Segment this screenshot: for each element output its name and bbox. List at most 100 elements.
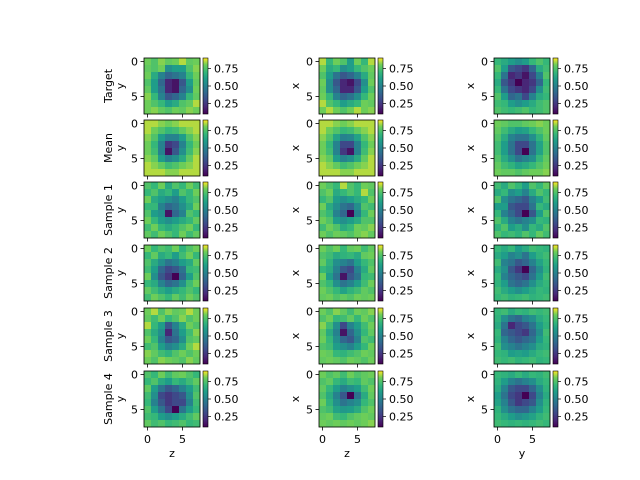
heatmap-cell	[501, 182, 509, 190]
heatmap-cell	[158, 224, 166, 232]
colorbar-tick-label: 0.25	[389, 348, 414, 361]
heatmap-cell	[333, 266, 341, 274]
heatmap-cell	[172, 203, 180, 211]
y-axis-label: y	[114, 395, 127, 402]
heatmap-cell	[326, 378, 334, 386]
heatmap-cell	[172, 245, 180, 253]
colorbar-tick-label: 0.25	[214, 348, 239, 361]
y-tick-label: 0	[481, 180, 488, 193]
heatmap-cell	[522, 72, 530, 80]
y-axis-label: x	[289, 144, 302, 151]
heatmap-cell	[186, 93, 194, 101]
heatmap-cell	[368, 350, 376, 358]
heatmap-cell	[515, 169, 523, 177]
heatmap-cell	[347, 120, 355, 128]
heatmap-cell	[340, 203, 348, 211]
y-tick-label: 5	[131, 215, 138, 228]
heatmap-cell	[144, 169, 152, 177]
heatmap-cell	[165, 93, 173, 101]
heatmap-cell	[494, 189, 502, 197]
heatmap-cell	[543, 280, 551, 288]
heatmap-cell	[193, 155, 201, 163]
heatmap-cell	[319, 231, 327, 239]
heatmap-cell	[529, 65, 537, 73]
heatmap-cell	[326, 385, 334, 393]
colorbar-tick-label: 0.50	[389, 80, 414, 93]
heatmap-cell	[361, 203, 369, 211]
heatmap-cell	[368, 100, 376, 108]
colorbar-tick-label: 0.50	[564, 330, 589, 343]
heatmap-cell	[158, 79, 166, 87]
heatmap-cell	[158, 336, 166, 344]
heatmap-cell	[186, 127, 194, 135]
heatmap-cell	[536, 141, 544, 149]
heatmap-cell	[361, 86, 369, 94]
heatmap-cell	[333, 245, 341, 253]
heatmap-cell	[501, 315, 509, 323]
heatmap-cell	[361, 329, 369, 337]
heatmap-cell	[529, 294, 537, 302]
heatmap-cell	[165, 413, 173, 421]
heatmap-cell	[340, 217, 348, 225]
heatmap-cell	[319, 322, 327, 330]
heatmap-cell	[368, 210, 376, 218]
heatmap-cell	[326, 392, 334, 400]
heatmap-cell	[158, 196, 166, 204]
heatmap-cell	[172, 196, 180, 204]
heatmap-cell	[165, 203, 173, 211]
x-axis-label: y	[519, 447, 526, 460]
heatmap-cell	[508, 343, 516, 351]
colorbar-tick-label: 0.50	[389, 267, 414, 280]
heatmap-cell	[319, 169, 327, 177]
heatmap-cell	[368, 169, 376, 177]
heatmap-cell	[354, 357, 362, 365]
heatmap-cell	[508, 413, 516, 421]
heatmap-cell	[172, 420, 180, 428]
heatmap-cell	[340, 392, 348, 400]
heatmap-cell	[165, 385, 173, 393]
heatmap-cell	[368, 357, 376, 365]
heatmap-cell	[543, 308, 551, 316]
heatmap-cell	[165, 420, 173, 428]
heatmap-cell	[522, 189, 530, 197]
colorbar	[202, 57, 209, 115]
heatmap-cell	[368, 72, 376, 80]
heatmap-cell	[347, 134, 355, 142]
heatmap-cell	[368, 420, 376, 428]
heatmap-cell	[354, 266, 362, 274]
heatmap-cell	[536, 65, 544, 73]
heatmap-cell	[543, 72, 551, 80]
heatmap-cell	[340, 107, 348, 115]
heatmap-cell	[158, 343, 166, 351]
heatmap-cell	[151, 58, 159, 66]
heatmap-cell	[151, 266, 159, 274]
heatmap-cell	[340, 72, 348, 80]
heatmap-cell	[193, 182, 201, 190]
heatmap-cell	[543, 245, 551, 253]
heatmap-cell	[368, 343, 376, 351]
heatmap-cell	[326, 350, 334, 358]
heatmap-cell	[543, 203, 551, 211]
heatmap-cell	[368, 378, 376, 386]
heatmap-cell	[151, 100, 159, 108]
heatmap-cell	[158, 378, 166, 386]
heatmap-cell	[347, 203, 355, 211]
heatmap-cell	[172, 329, 180, 337]
heatmap-cell	[333, 357, 341, 365]
y-axis-label: x	[464, 144, 477, 151]
heatmap-cell	[333, 385, 341, 393]
heatmap-cell	[144, 287, 152, 295]
heatmap-cell	[172, 399, 180, 407]
heatmap-cell	[172, 120, 180, 128]
heatmap-cell	[179, 134, 187, 142]
heatmap-cell	[333, 217, 341, 225]
panel-frame	[143, 307, 201, 365]
heatmap-cell	[172, 189, 180, 197]
heatmap-cell	[144, 259, 152, 267]
heatmap-cell	[494, 134, 502, 142]
y-tick-label: 5	[481, 278, 488, 291]
heatmap-cell	[361, 392, 369, 400]
heatmap-cell	[368, 322, 376, 330]
